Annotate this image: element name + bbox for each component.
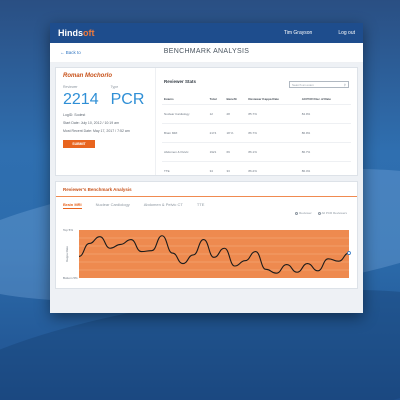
- y-tick-top: Top 5%: [63, 228, 73, 232]
- exam-tabs: Brain MRI Nuclear Cardiology Abdomen & P…: [56, 197, 357, 209]
- table-cell: 12: [207, 104, 225, 124]
- column-header: Exams: [164, 97, 174, 101]
- search-input[interactable]: Search an exam ⚲: [289, 81, 349, 88]
- tab-abdomen-pelvic-ct[interactable]: Abdomen & Pelvic CT: [143, 202, 183, 207]
- search-icon: ⚲: [343, 82, 346, 87]
- search-placeholder: Search an exam: [292, 82, 314, 87]
- column-header: Reviewer Kappa Rate: [248, 97, 279, 101]
- table-cell: TTE: [162, 161, 208, 180]
- legend-label: Reviewer: [299, 211, 312, 215]
- column-header: Benefit: [226, 97, 237, 101]
- legend-label: All PCR Reviewers: [321, 211, 347, 215]
- table-cell: 86.7%: [299, 142, 351, 162]
- table-row[interactable]: TTE 34 33 86.2% 86.4%: [162, 161, 351, 180]
- table-cell: 34: [207, 161, 225, 180]
- table-row[interactable]: Nuclear Cardiology 12 28 85.7% 84.9%: [162, 104, 351, 124]
- table-cell: 69: [224, 142, 247, 162]
- table-cell: 85.7%: [246, 104, 300, 124]
- logo: Hindsoft: [58, 28, 95, 38]
- tab-brain-mri[interactable]: Brain MRI: [63, 202, 82, 209]
- radio-icon: [317, 211, 321, 215]
- start-date: Start Date: July 10, 2012 / 10:19 am: [63, 121, 120, 125]
- radio-icon: [295, 211, 299, 215]
- back-label: Back to: [65, 50, 81, 55]
- table-cell: Nuclear Cardiology: [162, 104, 208, 124]
- table-cell: Brain MRI: [162, 123, 208, 143]
- legend-reviewer[interactable]: Reviewer: [295, 211, 312, 215]
- reviewer-label: Reviewer: [63, 85, 78, 89]
- type-label: Type: [110, 85, 119, 89]
- table-cell: 86.2%: [246, 161, 300, 180]
- table-cell: 86.1%: [246, 142, 300, 162]
- reviewer-id: 2214: [63, 91, 99, 108]
- page-title: BENCHMARK ANALYSIS: [163, 48, 250, 55]
- series-line: [78, 235, 350, 274]
- stats-table: Exams Total Benefit Reviewer Kappa Rate …: [162, 94, 351, 180]
- tab-nuclear-cardiology[interactable]: Nuclear Cardiology: [95, 202, 130, 207]
- column-header: Total: [209, 97, 217, 101]
- y-axis-label: Kappa Rate: [65, 246, 69, 262]
- submit-button[interactable]: SUBMIT: [63, 140, 95, 148]
- legend-all-pcr[interactable]: All PCR Reviewers: [317, 211, 347, 215]
- series-point: [347, 251, 351, 255]
- tab-tte[interactable]: TTE: [196, 202, 205, 207]
- reviewer-name: Roman Mochorlo: [63, 73, 112, 79]
- benchmark-card: Reviewer's Benchmark Analysis Brain MRI …: [55, 181, 358, 289]
- logout-link[interactable]: Log out: [338, 30, 355, 36]
- table-cell: 33: [224, 161, 247, 180]
- table-cell: 1921: [207, 142, 225, 162]
- reviewer-card: Roman Mochorlo Reviewer 2214 Type PCR Lo…: [55, 67, 358, 180]
- type-value: PCR: [110, 91, 145, 108]
- table-cell: Abdomen & Pelvic: [162, 142, 208, 162]
- stats-title: Reviewer Stats: [164, 79, 197, 84]
- table-cell: 86.4%: [299, 161, 351, 180]
- recent-date: Most Recent Date: May 17, 2017 / 7:52 am: [63, 129, 130, 133]
- table-cell: 2174: [207, 123, 225, 143]
- y-tick-bottom: Bottom 5%: [63, 276, 78, 280]
- table-cell: 18 %: [224, 123, 247, 143]
- benchmark-chart: Kappa Rate Top 5% Bottom 5%: [63, 228, 351, 280]
- table-cell: 28: [224, 104, 247, 124]
- benchmark-title: Reviewer's Benchmark Analysis: [63, 187, 132, 192]
- login-id: LogID: Sodest: [63, 113, 86, 117]
- table-row[interactable]: Brain MRI 2174 18 % 86.7% 86.9%: [162, 123, 351, 143]
- reviewer-profile: Roman Mochorlo Reviewer 2214 Type PCR Lo…: [56, 68, 156, 175]
- user-name[interactable]: Tim Grayson: [283, 30, 313, 36]
- chart-legend: Reviewer All PCR Reviewers: [295, 211, 347, 215]
- sub-header: ← Back to BENCHMARK ANALYSIS: [50, 43, 363, 63]
- table-cell: 86.7%: [246, 123, 300, 143]
- divider: [56, 196, 357, 197]
- back-link[interactable]: ← Back to: [60, 50, 81, 55]
- top-bar: Hindsoft Tim Grayson Log out: [50, 23, 363, 43]
- main-content: Roman Mochorlo Reviewer 2214 Type PCR Lo…: [50, 63, 363, 313]
- app-window: Hindsoft Tim Grayson Log out ← Back to B…: [50, 23, 363, 313]
- table-header: Exams Total Benefit Reviewer Kappa Rate …: [162, 94, 351, 105]
- table-cell: 86.9%: [299, 123, 351, 143]
- table-row[interactable]: Abdomen & Pelvic 1921 69 86.1% 86.7%: [162, 142, 351, 162]
- reviewer-stats: Reviewer Stats Search an exam ⚲ Exams To…: [156, 68, 357, 180]
- table-cell: 84.9%: [299, 104, 351, 124]
- column-header: All PCR Disc of Rate: [301, 97, 331, 101]
